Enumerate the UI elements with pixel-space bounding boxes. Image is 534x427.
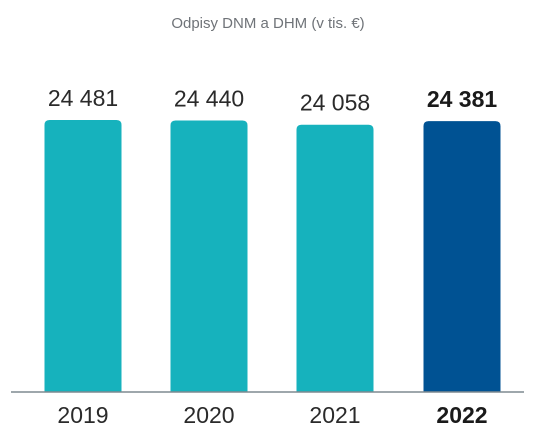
bar-2020 bbox=[170, 120, 248, 392]
value-label-2019: 24 481 bbox=[48, 85, 118, 111]
value-label-2020: 24 440 bbox=[174, 85, 244, 111]
bar-2019 bbox=[44, 120, 122, 392]
category-label-2022: 2022 bbox=[436, 402, 487, 427]
bar-2022 bbox=[423, 121, 501, 392]
value-label-2021: 24 058 bbox=[300, 90, 370, 116]
value-label-2022: 24 381 bbox=[427, 86, 498, 112]
chart-title: Odpisy DNM a DHM (v tis. €) bbox=[171, 15, 364, 32]
bar-group bbox=[44, 120, 501, 393]
category-label-2019: 2019 bbox=[57, 402, 108, 427]
value-label-group: 24 481 24 440 24 058 24 381 bbox=[48, 85, 498, 116]
category-label-2021: 2021 bbox=[309, 402, 360, 427]
bar-2021 bbox=[296, 124, 374, 393]
category-label-group: 2019 2020 2021 2022 bbox=[57, 402, 487, 427]
category-label-2020: 2020 bbox=[183, 402, 234, 427]
